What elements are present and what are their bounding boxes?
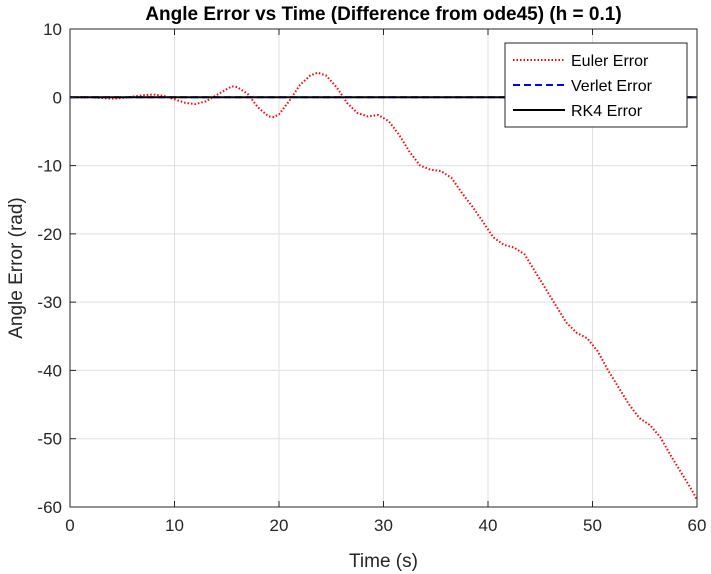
x-tick-label: 50 (583, 516, 602, 535)
axis-ticks: 0 10 20 30 40 50 60 10 0 -10 -20 -30 -40 -50 -60 (37, 20, 706, 535)
y-axis-label: Angle Error (rad) (6, 197, 27, 339)
x-tick-label: 60 (688, 516, 707, 535)
y-tick-label: -10 (37, 157, 62, 176)
y-tick-label: -20 (37, 225, 62, 244)
chart-title: Angle Error vs Time (Difference from ode… (145, 4, 621, 25)
y-tick-label: -30 (37, 293, 62, 312)
legend-label: Euler Error (571, 53, 649, 70)
x-tick-label: 40 (479, 516, 498, 535)
legend-label: Verlet Error (571, 78, 653, 95)
x-axis-label: Time (s) (349, 551, 418, 572)
y-tick-label: -60 (37, 498, 62, 517)
legend-label: RK4 Error (571, 103, 643, 120)
y-tick-label: 0 (53, 88, 62, 107)
series-line-euler-error (70, 71, 698, 501)
x-tick-label: 10 (165, 516, 184, 535)
y-tick-label: 10 (43, 20, 62, 39)
x-tick-label: 0 (65, 516, 74, 535)
x-tick-label: 30 (374, 516, 393, 535)
legend: Euler Error Verlet Error RK4 Error (504, 42, 688, 128)
y-tick-label: -40 (37, 361, 62, 380)
x-tick-label: 20 (270, 516, 289, 535)
y-tick-label: -50 (37, 430, 62, 449)
